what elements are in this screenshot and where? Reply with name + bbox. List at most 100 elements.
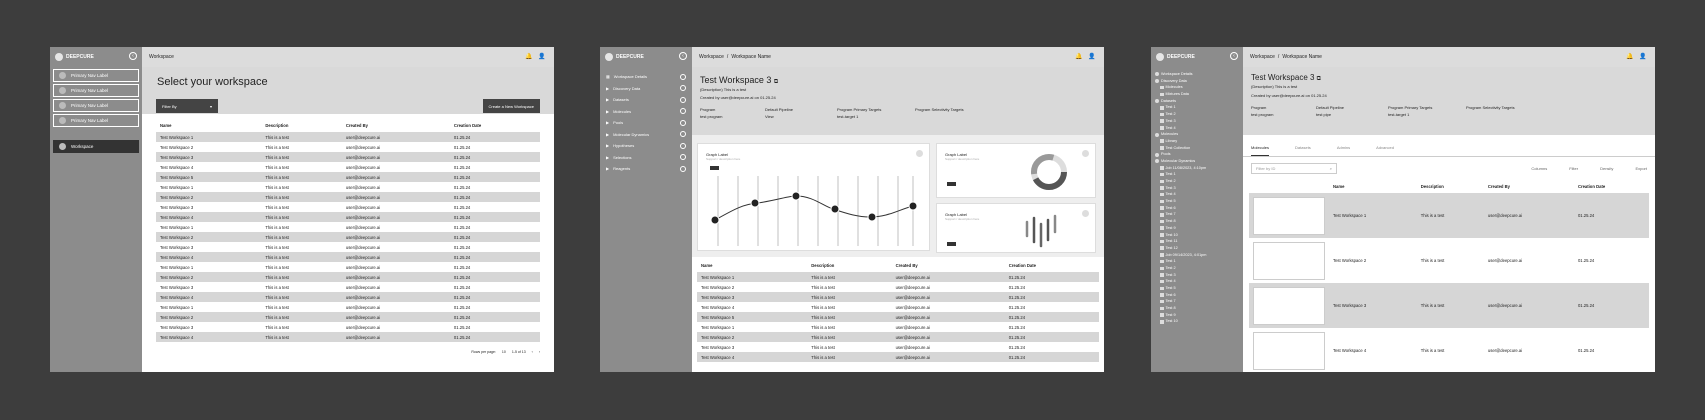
add-icon[interactable] <box>680 73 686 80</box>
table-row[interactable]: Test Workspace 2 This is a test user@deepc… <box>697 332 1099 342</box>
tree-item[interactable]: Job 09/14/2023, 4:01pm <box>1151 252 1243 259</box>
tool-density[interactable]: Density <box>1600 166 1614 171</box>
table-row[interactable]: Test Workspace 2 This is a test user@deepc… <box>1249 238 1649 283</box>
tree-item[interactable]: Test 2 <box>1151 265 1243 272</box>
tree-item[interactable]: Test 9 <box>1151 225 1243 232</box>
graph-point[interactable] <box>791 191 801 201</box>
filter-dropdown[interactable]: Filter By ▾ <box>156 99 218 113</box>
column-header[interactable]: Description <box>1420 184 1444 189</box>
tree-item[interactable]: Test 10 <box>1151 232 1243 239</box>
sidebar-item-primary[interactable]: Primary Nav Label <box>53 69 139 82</box>
tree-item[interactable]: Test 5 <box>1151 285 1243 292</box>
tab-datasets[interactable]: Datasets <box>1295 145 1311 150</box>
tab-admins[interactable]: Admins <box>1336 145 1351 150</box>
breadcrumb-root[interactable]: Workspace <box>699 54 724 60</box>
tree-item[interactable]: Test 3 <box>1151 118 1243 125</box>
sidebar-item[interactable]: ▶ Discovery Data <box>600 83 692 95</box>
table-row[interactable]: Test Workspace 3 This is a test user@deepc… <box>156 152 540 162</box>
tree-item[interactable]: Test 3 <box>1151 272 1243 279</box>
chevron-left-icon[interactable]: ‹ <box>1230 52 1238 60</box>
add-icon[interactable] <box>680 154 686 161</box>
next-page-icon[interactable]: › <box>538 350 540 354</box>
user-icon[interactable]: 👤 <box>1088 54 1096 60</box>
breadcrumb-root[interactable]: Workspace <box>1250 54 1275 60</box>
sidebar-item[interactable]: ▶ Pools <box>600 117 692 129</box>
graph-point[interactable] <box>750 198 760 208</box>
tree-item[interactable]: Molecules <box>1151 84 1243 91</box>
tree-section[interactable]: Workspace Details <box>1151 71 1243 78</box>
tree-item[interactable]: Test 11 <box>1151 238 1243 245</box>
table-row[interactable]: Test Workspace 3 This is a test user@deepc… <box>156 282 540 292</box>
filter-input[interactable]: Filter by ID ⌕ <box>1251 163 1337 174</box>
tab-molecules[interactable]: Molecules <box>1251 145 1270 156</box>
sidebar-item-primary[interactable]: Primary Nav Label <box>53 99 139 112</box>
info-icon[interactable] <box>916 150 923 157</box>
sidebar-item-workspace[interactable]: Workspace <box>53 140 139 153</box>
tree-item[interactable]: Test 7 <box>1151 211 1243 218</box>
table-row[interactable]: Test Workspace 3 This is a test user@deepc… <box>156 242 540 252</box>
create-workspace-button[interactable]: Create a New Workspace <box>482 99 540 113</box>
table-row[interactable]: Test Workspace 4 This is a test user@deepc… <box>156 332 540 342</box>
graph-point[interactable] <box>867 212 877 222</box>
table-row[interactable]: Test Workspace 2 This is a test user@deepc… <box>156 192 540 202</box>
user-icon[interactable]: 👤 <box>538 54 546 60</box>
sidebar-item[interactable]: ▶ Reagents <box>600 163 692 175</box>
table-row[interactable]: Test Workspace 1 This is a test user@deepc… <box>156 222 540 232</box>
tab-advanced[interactable]: Advanced <box>1376 145 1394 150</box>
sidebar-item[interactable]: ▶ Molecules <box>600 106 692 118</box>
bell-icon[interactable]: 🔔 <box>1626 54 1634 60</box>
tree-item[interactable]: Test 1 <box>1151 104 1243 111</box>
table-row[interactable]: Test Workspace 4 This is a test user@deepc… <box>156 162 540 172</box>
table-row[interactable]: Test Workspace 1 This is a test user@deepc… <box>1249 193 1649 238</box>
table-row[interactable]: Test Workspace 1 This is a test user@deepc… <box>156 132 540 142</box>
tree-item[interactable]: Test 4 <box>1151 125 1243 132</box>
info-icon[interactable] <box>1082 150 1089 157</box>
column-header[interactable]: Description <box>811 263 835 268</box>
add-icon[interactable] <box>680 165 686 172</box>
copy-icon[interactable]: ⧉ <box>773 79 779 85</box>
chevron-left-icon[interactable]: ‹ <box>679 52 687 60</box>
tree-section[interactable]: Datasets <box>1151 98 1243 105</box>
tree-item[interactable]: Test 5 <box>1151 198 1243 205</box>
tool-filter[interactable]: Filter <box>1569 166 1579 171</box>
column-header[interactable]: Creation Date <box>453 123 482 128</box>
tree-item[interactable]: Test 8 <box>1151 218 1243 225</box>
table-row[interactable]: Test Workspace 5 This is a test user@deepc… <box>697 312 1099 322</box>
table-row[interactable]: Test Workspace 3 This is a test user@deepc… <box>156 322 540 332</box>
add-icon[interactable] <box>680 85 686 92</box>
tool-export[interactable]: Export <box>1635 166 1647 171</box>
sidebar-item-primary[interactable]: Primary Nav Label <box>53 114 139 127</box>
table-row[interactable]: Test Workspace 2 This is a test user@deepc… <box>697 282 1099 292</box>
table-row[interactable]: Test Workspace 2 This is a test user@deepc… <box>156 272 540 282</box>
tree-item[interactable]: Test 2 <box>1151 178 1243 185</box>
add-icon[interactable] <box>680 142 686 149</box>
tree-item[interactable]: Test Collection <box>1151 145 1243 152</box>
table-row[interactable]: Test Workspace 4 This is a test user@deepc… <box>156 212 540 222</box>
breadcrumb[interactable]: Workspace <box>149 54 174 60</box>
column-header[interactable]: Created By <box>345 123 368 128</box>
user-icon[interactable]: 👤 <box>1639 54 1647 60</box>
sidebar-item[interactable]: ▶ Hypotheses <box>600 140 692 152</box>
table-row[interactable]: Test Workspace 4 This is a test user@deepc… <box>1249 328 1649 372</box>
column-header[interactable]: Created By <box>895 263 918 268</box>
table-row[interactable]: Test Workspace 2 This is a test user@deepc… <box>156 232 540 242</box>
table-row[interactable]: Test Workspace 2 This is a test user@deepc… <box>156 312 540 322</box>
column-header[interactable]: Name <box>160 123 172 128</box>
table-row[interactable]: Test Workspace 3 This is a test user@deepc… <box>156 202 540 212</box>
table-row[interactable]: Test Workspace 4 This is a test user@deepc… <box>697 302 1099 312</box>
column-header[interactable]: Creation Date <box>1577 184 1606 189</box>
column-header[interactable]: Name <box>701 263 713 268</box>
tree-item[interactable]: Test 6 <box>1151 205 1243 212</box>
table-row[interactable]: Test Workspace 1 This is a test user@deepc… <box>697 272 1099 282</box>
tree-section[interactable]: Discovery Data <box>1151 78 1243 85</box>
sidebar-item[interactable]: ▶ Datasets <box>600 94 692 106</box>
tree-section[interactable]: Molecules <box>1151 131 1243 138</box>
tree-section[interactable]: Molecular Dynamics <box>1151 158 1243 165</box>
copy-icon[interactable]: ⧉ <box>1316 76 1321 82</box>
tree-item[interactable]: Test 3 <box>1151 185 1243 192</box>
bell-icon[interactable]: 🔔 <box>1075 54 1083 60</box>
tree-item[interactable]: Test 10 <box>1151 318 1243 325</box>
column-header[interactable]: Description <box>265 123 289 128</box>
tree-item[interactable]: Mixtures Data <box>1151 91 1243 98</box>
sidebar-item[interactable]: ▦ Workspace Details <box>600 71 692 83</box>
